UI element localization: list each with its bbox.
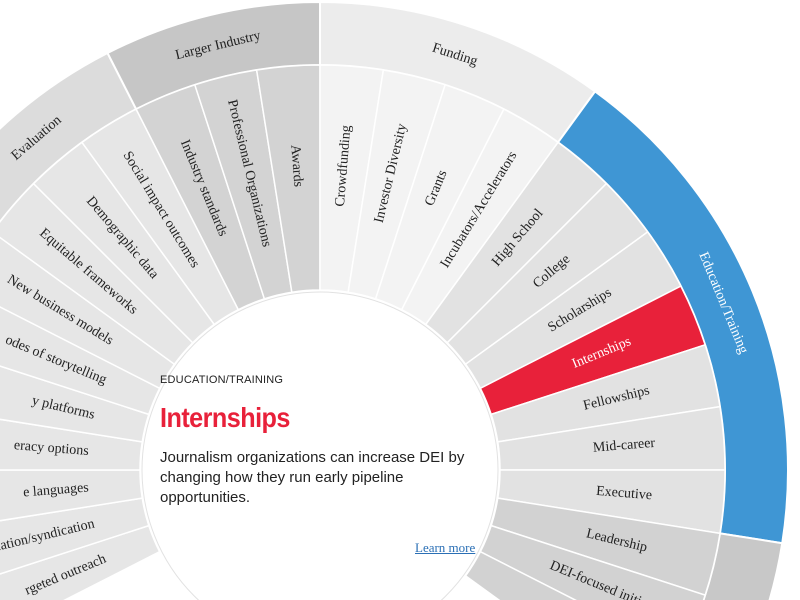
segment-label: Executive [596, 484, 653, 503]
segment-label: Crowdfunding [333, 125, 354, 208]
segment[interactable] [464, 550, 681, 600]
learn-more-link[interactable]: Learn more [415, 540, 476, 555]
segment-label: Mid-career [592, 436, 656, 456]
info-panel: EDUCATION/TRAINING Internships Journalis… [160, 374, 500, 555]
segment-label: e languages [23, 480, 90, 500]
center-circle [141, 291, 499, 600]
segment-label: eracy options [13, 438, 89, 459]
panel-body: Journalism organizations can increase DE… [160, 449, 465, 506]
panel-title: Internships [160, 402, 290, 433]
panel-kicker: EDUCATION/TRAINING [160, 374, 284, 386]
segment-label: Awards [287, 144, 305, 187]
